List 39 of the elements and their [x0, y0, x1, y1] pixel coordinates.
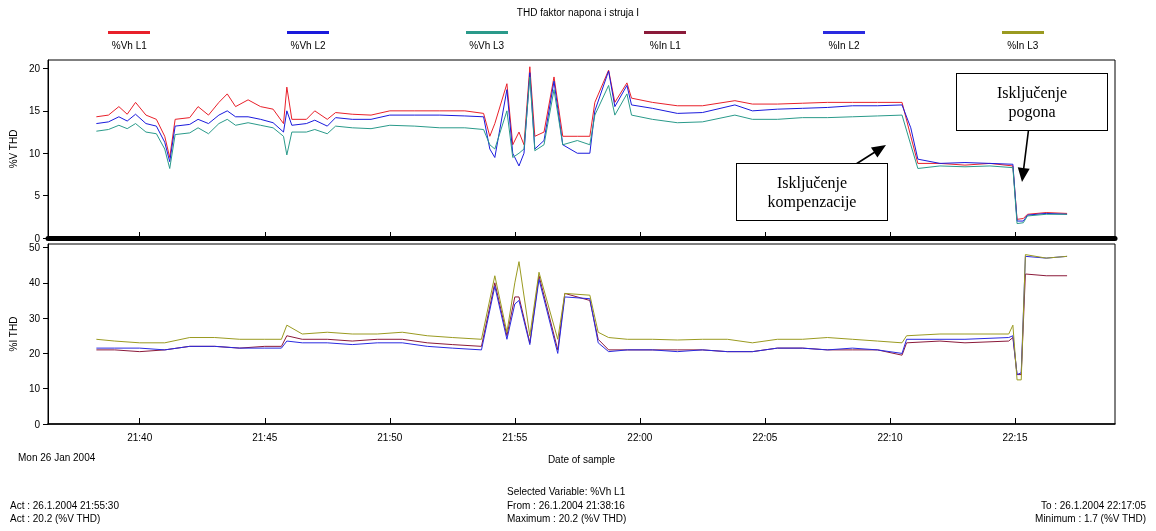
- legend-label: %In L1: [649, 40, 681, 51]
- text: From : 26.1.2004 21:38:16: [507, 500, 625, 511]
- x-tick-label: 21:45: [252, 431, 278, 443]
- y-tick-label: 10: [28, 147, 41, 159]
- text: Act : 20.2 (%V THD): [10, 513, 101, 524]
- y-tick-label: 0: [34, 418, 41, 430]
- x-tick-label: 21:50: [377, 431, 403, 443]
- y-tick-label: 30: [28, 312, 41, 324]
- y-tick-label: 15: [28, 105, 41, 117]
- y-tick-label: 10: [28, 383, 41, 395]
- text: Minimum : 1.7 (%V THD): [1035, 513, 1146, 524]
- y-tick-label: 50: [28, 242, 41, 254]
- x-tick-label: 21:40: [127, 431, 153, 443]
- text: Mon 26 Jan 2004: [18, 452, 96, 463]
- x-tick-label: 22:00: [627, 431, 653, 443]
- y-axis-title: %I THD: [7, 316, 19, 352]
- y-axis-title: %V THD: [7, 129, 19, 169]
- y-tick-label: 20: [28, 62, 41, 74]
- legend-label: %Vh L3: [469, 40, 505, 51]
- legend-label: %In L2: [828, 40, 860, 51]
- x-tick-label: 22:05: [752, 431, 778, 443]
- annotation: Isključenje pogona: [995, 83, 1069, 122]
- x-axis-title: Date of sample: [547, 453, 616, 465]
- x-tick-label: 21:55: [502, 431, 528, 443]
- text: Maximum : 20.2 (%V THD): [507, 513, 627, 524]
- text: Selected Variable: %Vh L1: [507, 486, 626, 497]
- y-tick-label: 5: [34, 190, 41, 202]
- chart-title: THD faktor napona i struja I: [516, 6, 640, 18]
- annotation: Isključenje kompenzacije: [766, 173, 858, 212]
- x-tick-label: 22:10: [877, 431, 903, 443]
- y-tick-label: 40: [28, 277, 41, 289]
- legend-label: %Vh L1: [111, 40, 147, 51]
- legend-label: %In L3: [1007, 40, 1039, 51]
- y-tick-label: 20: [28, 347, 41, 359]
- y-tick-label: 0: [34, 232, 41, 244]
- text: To : 26.1.2004 22:17:05: [1040, 500, 1146, 511]
- legend-label: %Vh L2: [290, 40, 326, 51]
- x-tick-label: 22:15: [1002, 431, 1028, 443]
- text: Act : 26.1.2004 21:55:30: [10, 500, 119, 511]
